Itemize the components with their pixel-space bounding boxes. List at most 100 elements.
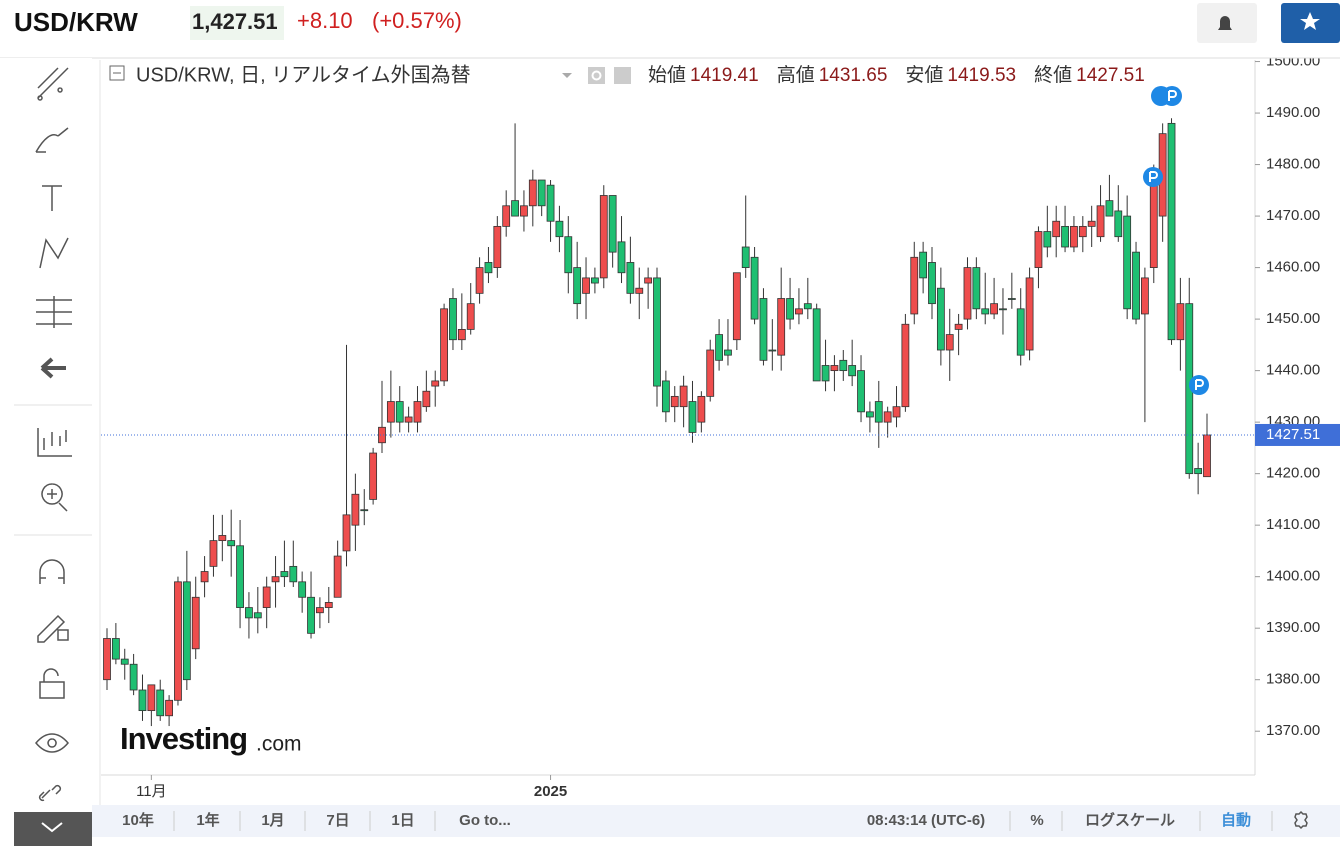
candle-body	[795, 308, 803, 315]
candle-body	[715, 334, 723, 361]
candle-body	[502, 205, 511, 227]
indicator-icon[interactable]	[37, 428, 72, 457]
y-tick-label: 1450.00	[1266, 310, 1320, 327]
magnet-icon[interactable]	[39, 559, 65, 584]
candle-body	[635, 287, 644, 294]
toolbar-item[interactable]: %	[1030, 812, 1043, 829]
candle-body	[653, 277, 661, 387]
back-icon[interactable]	[40, 357, 66, 379]
zoom-icon[interactable]	[41, 483, 68, 512]
legend-value: 1419.53	[947, 65, 1016, 86]
fib-icon[interactable]	[36, 296, 72, 328]
candle-body	[839, 359, 848, 372]
candle-body	[732, 272, 741, 341]
toolbar-item[interactable]: 自動	[1221, 811, 1251, 829]
lock-draw-icon[interactable]	[37, 614, 69, 643]
dropdown[interactable]	[562, 73, 572, 78]
candle-body	[165, 699, 173, 717]
candle-body	[1096, 205, 1105, 238]
candle-body	[218, 535, 227, 542]
bottom-bar	[92, 805, 1340, 837]
candle-body	[1043, 231, 1052, 248]
toolbar-item[interactable]: 1年	[196, 811, 219, 829]
candle-body	[999, 308, 1007, 311]
candle-body	[963, 267, 972, 320]
candle-body	[289, 565, 298, 583]
price-box	[190, 6, 284, 40]
candle-body	[990, 303, 998, 315]
text-icon[interactable]	[42, 185, 62, 211]
toolbar-item[interactable]: Go to...	[459, 812, 511, 829]
candle-body	[200, 571, 209, 583]
unlock-icon[interactable]	[39, 668, 65, 699]
candle-body	[1078, 225, 1087, 238]
candle-body	[369, 452, 378, 500]
candle-body	[120, 658, 129, 665]
candle-body	[404, 416, 413, 423]
toolbar-item[interactable]: 08:43:14 (UTC-6)	[867, 812, 985, 829]
star-icon	[1300, 12, 1320, 30]
legend-value: 1431.65	[819, 65, 888, 86]
y-tick-label: 1420.00	[1266, 465, 1320, 482]
legend-label: 安値	[905, 64, 943, 86]
candle-body	[1070, 225, 1078, 248]
candle-body	[111, 638, 120, 660]
candle-body	[378, 426, 386, 444]
candle-body	[972, 267, 981, 310]
toolbar-item[interactable]: 1日	[391, 812, 414, 829]
candle-body	[608, 195, 617, 253]
candle-body	[936, 287, 945, 351]
trend-icon[interactable]	[37, 67, 69, 101]
candle-body	[591, 277, 599, 284]
link-icon[interactable]	[38, 784, 62, 802]
y-tick-label: 1470.00	[1266, 207, 1320, 224]
candle-body	[395, 401, 404, 423]
candle-body	[103, 638, 111, 681]
y-tick-label: 1380.00	[1266, 671, 1320, 688]
candle-body	[1149, 174, 1158, 268]
toolbar-item[interactable]: 10年	[122, 811, 154, 829]
pattern-icon[interactable]	[39, 237, 69, 269]
candle-body	[954, 323, 963, 330]
candle-body	[821, 365, 830, 382]
candle-body	[449, 298, 457, 341]
watermark-suffix: .com	[256, 733, 302, 756]
settings-button[interactable]	[614, 67, 631, 84]
toolbar-item[interactable]: 1月	[261, 812, 284, 829]
bottom-toolbar: 10年 1年 1月 7日 1日 Go to... 08:43:14 (UTC-6)% ログスケ…	[122, 811, 1273, 831]
toolbar-item[interactable]: 7日	[326, 812, 349, 829]
eye-icon	[591, 70, 602, 81]
legend-label: 終値	[1034, 64, 1072, 86]
candle-body	[706, 349, 715, 397]
candle-body	[892, 406, 901, 418]
candle-body	[599, 195, 608, 279]
collapse-box[interactable]	[109, 65, 125, 81]
candle-body	[333, 555, 342, 598]
chart-title: USD/KRW, 日, リアルタイム外国為替	[136, 63, 471, 86]
candle-body	[661, 380, 670, 413]
candle-body	[342, 514, 351, 552]
candle-body	[564, 236, 573, 274]
last-price-label: 1427.51	[1266, 426, 1320, 443]
chevron	[41, 822, 63, 833]
candle-body	[457, 329, 466, 341]
brush-icon[interactable]	[35, 127, 69, 153]
candle-body	[245, 607, 253, 619]
eye-button[interactable]	[588, 67, 605, 84]
candle-body	[413, 401, 422, 423]
y-tick-label: 1480.00	[1266, 156, 1320, 173]
candle-body	[440, 308, 448, 382]
candle-body	[1123, 215, 1132, 310]
price: 1,427.51	[192, 9, 278, 34]
candle-body	[759, 298, 768, 361]
ohlc-legend: 始値 1419.41 高値 1431.65 安値 1419.53 終値 1427.51	[648, 64, 1145, 86]
candle-body	[351, 493, 360, 526]
candle-body	[786, 298, 794, 320]
eye-icon[interactable]	[35, 733, 69, 753]
candle-body	[138, 689, 147, 712]
candle-body	[280, 571, 289, 578]
toolbar-item[interactable]: ログスケール	[1085, 811, 1175, 829]
settings-icon[interactable]	[1294, 810, 1308, 830]
legend-label: 高値	[777, 64, 815, 86]
